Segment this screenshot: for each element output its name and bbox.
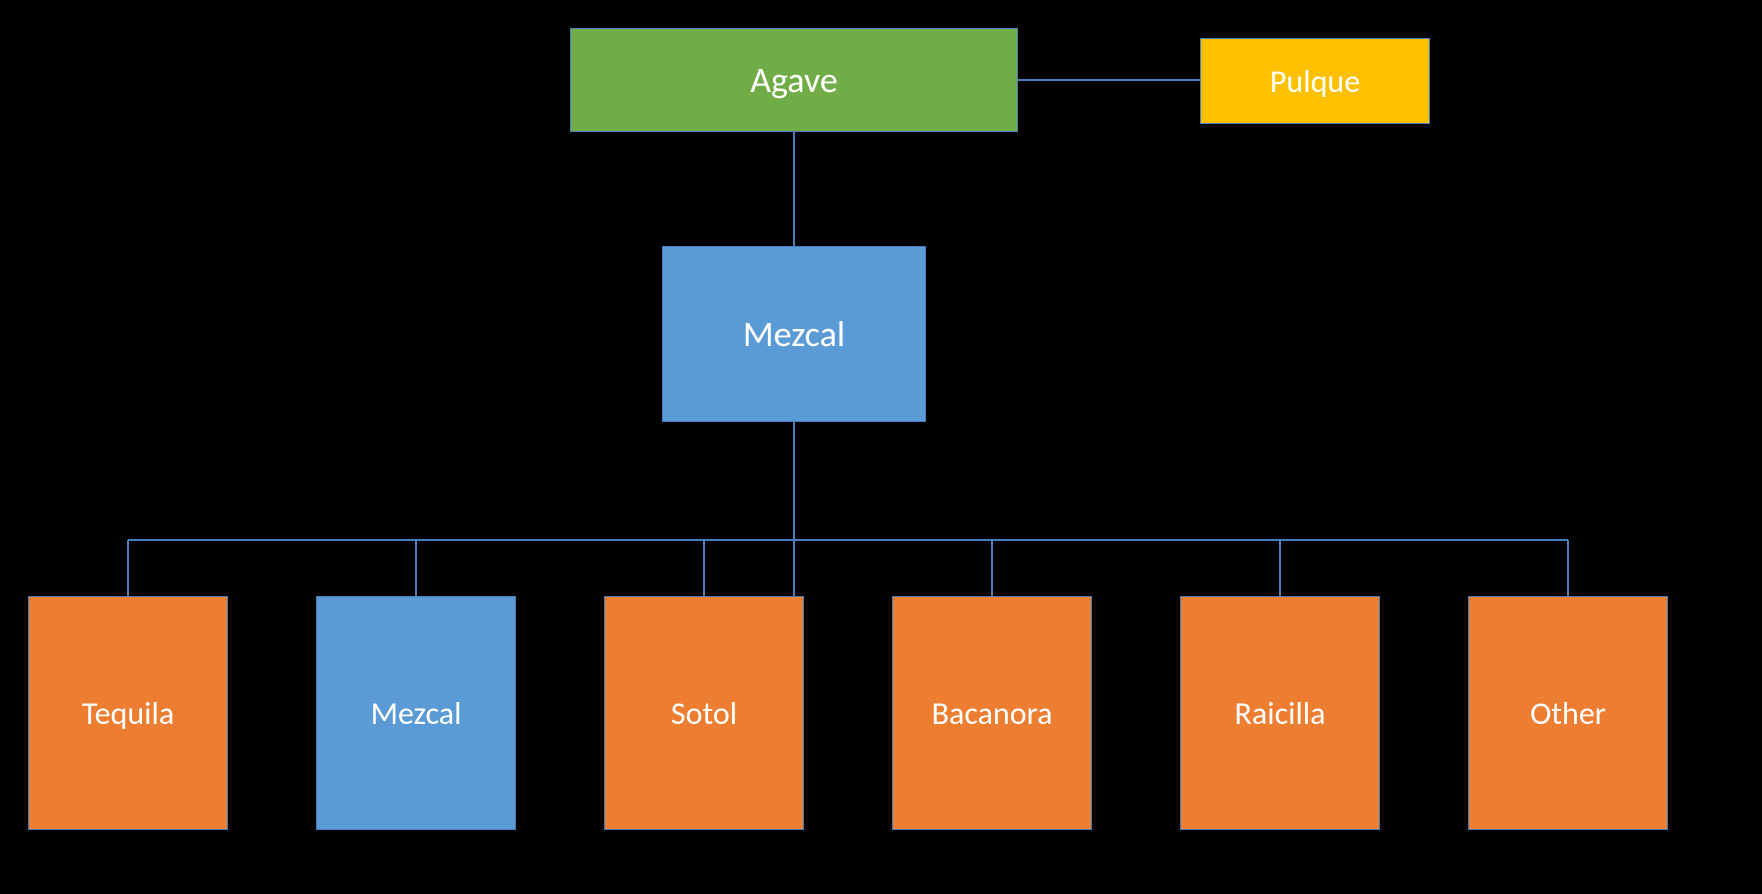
node-bacanora: Bacanora: [892, 596, 1092, 830]
node-agave-label: Agave: [750, 58, 838, 102]
node-mezcal-mid: Mezcal: [662, 246, 926, 422]
node-raicilla-label: Raicilla: [1235, 694, 1326, 733]
node-sotol-label: Sotol: [671, 694, 737, 733]
node-mezcal-mid-label: Mezcal: [743, 312, 845, 356]
node-sotol: Sotol: [604, 596, 804, 830]
node-other-label: Other: [1530, 694, 1606, 733]
node-tequila: Tequila: [28, 596, 228, 830]
node-bacanora-label: Bacanora: [932, 694, 1053, 733]
node-tequila-label: Tequila: [82, 694, 174, 733]
node-pulque: Pulque: [1200, 38, 1430, 124]
node-raicilla: Raicilla: [1180, 596, 1380, 830]
diagram-stage: Agave Pulque Mezcal Tequila Mezcal Sotol…: [0, 0, 1762, 894]
node-mezcal-leaf: Mezcal: [316, 596, 516, 830]
node-pulque-label: Pulque: [1270, 62, 1360, 101]
node-other: Other: [1468, 596, 1668, 830]
node-mezcal-leaf-label: Mezcal: [371, 694, 462, 733]
node-agave: Agave: [570, 28, 1018, 132]
